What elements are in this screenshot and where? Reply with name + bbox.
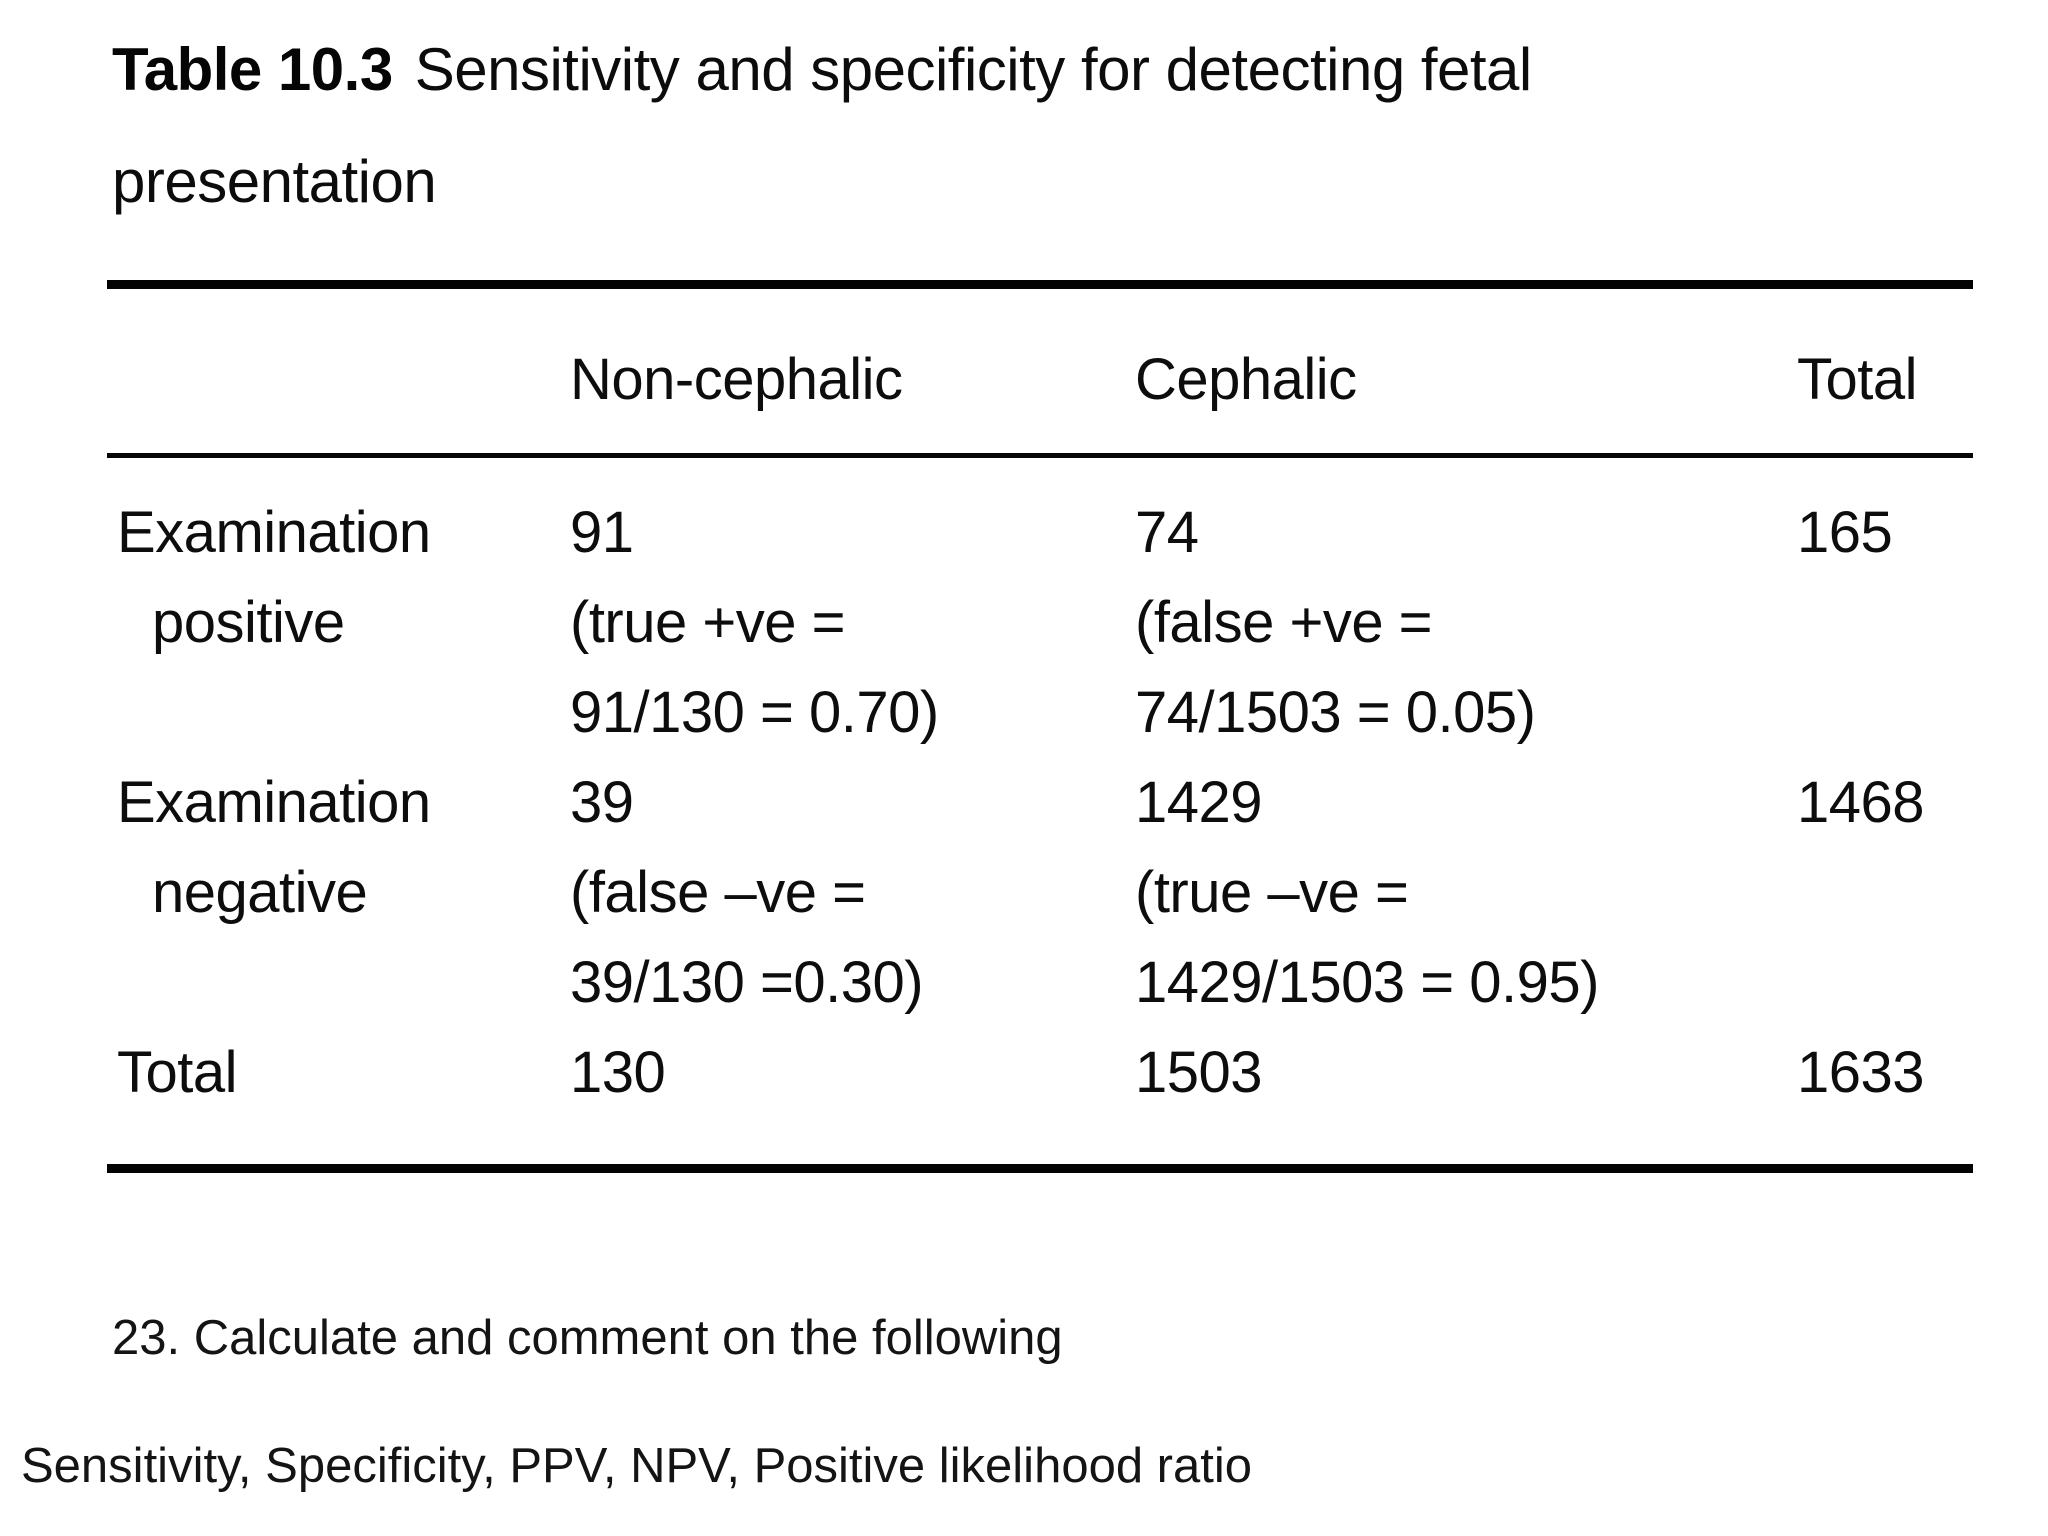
question-text: 23. Calculate and comment on the followi… [112,1311,1063,1365]
row-label-line: Examination [117,770,431,835]
cell-value: 130 [570,1040,666,1105]
row-label-line: negative [152,860,368,925]
table-row-examination-positive: Examination positive 91 (true +ve = 91/1… [107,488,1973,758]
cell-formula: 1429/1503 = 0.95) [1135,950,1599,1015]
cell-formula: (false +ve = [1135,590,1433,655]
cell-non-cephalic: 39 (false –ve = 39/130 =0.30) [570,758,1135,1028]
row-label-cell: Examination positive [107,488,570,758]
header-cell-total: Total [1797,347,1918,412]
cell-cephalic: 1503 [1135,1028,1797,1118]
cell-value: 91 [570,500,634,565]
table-row-examination-negative: Examination negative 39 (false –ve = 39/… [107,758,1973,1028]
spacer-line [117,938,570,1028]
cell-value: 165 [1797,500,1893,565]
cell-value: 39 [570,770,634,835]
cell-non-cephalic: 91 (true +ve = 91/130 = 0.70) [570,488,1135,758]
row-label-line: Total [117,1040,238,1105]
cell-formula: 39/130 =0.30) [570,950,924,1015]
cell-cephalic: 74 (false +ve = 74/1503 = 0.05) [1135,488,1797,758]
cell-row-total: 1468 [1797,758,1973,1028]
cell-formula: (false –ve = [570,860,866,925]
header-cell-non-cephalic: Non-cephalic [570,347,903,412]
cell-value: 1633 [1797,1040,1925,1105]
row-label-cell: Total [107,1028,570,1118]
table-body: Examination positive 91 (true +ve = 91/1… [107,458,1973,1164]
row-label-line: Examination [117,500,431,565]
cell-formula: (true +ve = [570,590,845,655]
cell-formula: 91/130 = 0.70) [570,680,939,745]
header-cell-cephalic: Cephalic [1135,347,1357,412]
metrics-list-text: Sensitivity, Specificity, PPV, NPV, Posi… [21,1439,1253,1493]
spacer-line [117,668,570,758]
cell-value: 1468 [1797,770,1925,835]
cell-formula: 74/1503 = 0.05) [1135,680,1536,745]
cell-formula: (true –ve = [1135,860,1409,925]
cell-row-total: 165 [1797,488,1973,758]
cell-value: 1429 [1135,770,1263,835]
table-caption-text: Sensitivity and specificity for detectin… [112,36,1532,215]
cell-non-cephalic: 130 [570,1028,1135,1118]
row-label-line: positive [152,590,345,655]
table-row-total: Total 130 1503 1633 [107,1028,1973,1118]
table-caption: Table 10.3 Sensitivity and specificity fo… [112,14,1792,238]
cell-value: 1503 [1135,1040,1263,1105]
table-header-row: Non-cephalic Cephalic Total [107,289,1973,458]
contingency-table: Non-cephalic Cephalic Total Examination … [107,280,1973,1173]
cell-cephalic: 1429 (true –ve = 1429/1503 = 0.95) [1135,758,1797,1028]
table-caption-number: Table 10.3 [112,36,393,103]
cell-value: 74 [1135,500,1199,565]
row-label-cell: Examination negative [107,758,570,1028]
cell-row-total: 1633 [1797,1028,1973,1118]
header-cell-empty [107,335,570,425]
